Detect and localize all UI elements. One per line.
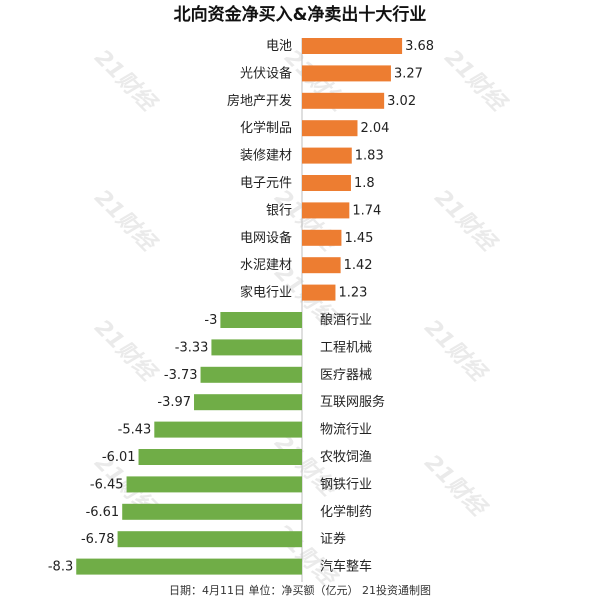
value-label: 1.74 (352, 203, 381, 218)
bar (302, 175, 351, 191)
category-label: 化学制品 (240, 120, 292, 136)
bar (302, 229, 342, 246)
category-label: 房地产开发 (227, 93, 292, 109)
watermark-text: 21财经 (89, 184, 162, 257)
bar (76, 558, 303, 575)
category-label: 电子元件 (240, 176, 292, 191)
bar (302, 284, 336, 301)
value-label: 3.27 (394, 66, 423, 81)
chart-footer: 日期：4月11日 单位：净买额（亿元） 21投资通制图 (169, 583, 431, 597)
watermark-text: 21财经 (269, 519, 342, 592)
value-label: -6.45 (90, 477, 124, 492)
value-label: 1.8 (354, 176, 375, 191)
category-label: 光伏设备 (240, 65, 292, 81)
bar (302, 147, 352, 164)
bar (302, 257, 341, 274)
watermark-text: 21财经 (419, 314, 492, 387)
bar (220, 312, 302, 328)
bar (302, 65, 391, 82)
value-label: -6.61 (86, 505, 120, 520)
category-label: 电池 (266, 39, 292, 54)
value-label: 1.23 (338, 286, 367, 301)
value-label: -3.97 (157, 395, 191, 410)
watermark-text: 21财经 (439, 44, 512, 117)
bar-group: 电池 3.68 光伏设备 3.27 房地产开发 3.02 化学制品 2.04 装修建材 1.83 电… (48, 38, 434, 575)
category-label: 互联网服务 (320, 394, 385, 410)
value-label: 3.02 (387, 94, 416, 109)
bar (154, 421, 302, 438)
bar (117, 531, 302, 548)
value-label: 1.42 (344, 258, 373, 273)
category-label: 汽车整车 (320, 559, 372, 575)
value-label: -5.43 (118, 423, 152, 438)
category-label: 化学制药 (320, 504, 372, 520)
value-label: -3.73 (164, 368, 198, 383)
category-label: 水泥建材 (240, 258, 292, 273)
value-label: -8.3 (48, 560, 73, 575)
value-label: -6.01 (102, 450, 136, 465)
value-label: -3.33 (175, 340, 209, 355)
value-label: 3.68 (405, 39, 434, 54)
watermark-text: 21财经 (429, 184, 502, 257)
bar (302, 120, 358, 137)
bar (302, 38, 403, 54)
category-label: 酿酒行业 (320, 312, 372, 328)
category-label: 证券 (320, 531, 346, 547)
category-label: 电网设备 (240, 230, 292, 246)
category-label: 家电行业 (240, 285, 292, 301)
value-label: -6.78 (81, 532, 115, 547)
category-label: 物流行业 (320, 423, 372, 438)
bar (211, 339, 302, 356)
value-label: 1.83 (355, 149, 384, 164)
bar (194, 394, 302, 411)
bar (302, 92, 385, 109)
bar (122, 503, 302, 520)
category-label: 装修建材 (240, 149, 292, 164)
bar (126, 476, 302, 493)
watermark-text: 21财经 (89, 44, 162, 117)
value-label: 1.45 (344, 231, 373, 246)
bar (302, 202, 350, 219)
category-label: 银行 (266, 203, 292, 218)
category-label: 钢铁行业 (320, 477, 372, 492)
category-label: 工程机械 (320, 340, 372, 355)
value-label: -3 (204, 313, 217, 328)
category-label: 医疗器械 (320, 368, 372, 383)
watermark-text: 21财经 (419, 449, 492, 522)
watermark-text: 21财经 (269, 184, 342, 257)
watermark-text: 21财经 (89, 314, 162, 387)
category-label: 农牧饲渔 (320, 450, 372, 465)
chart-title: 北向资金净买入&净卖出十大行业 (174, 4, 427, 25)
value-label: 2.04 (360, 121, 389, 136)
bar (200, 366, 302, 383)
bar (138, 449, 302, 465)
